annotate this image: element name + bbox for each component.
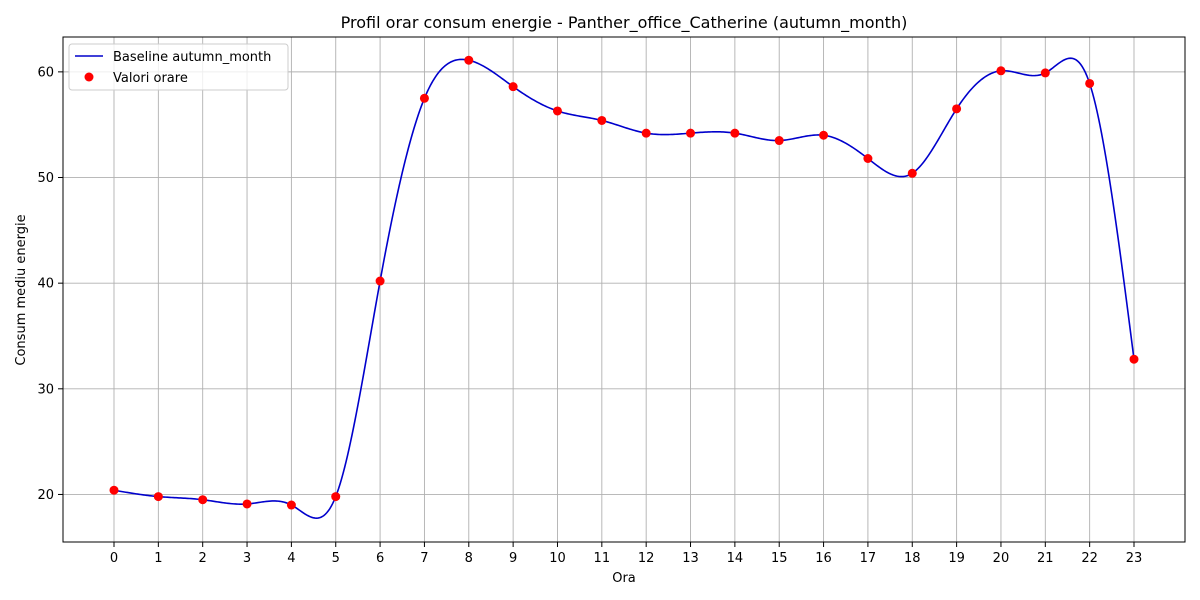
x-tick-label: 20 [993, 551, 1010, 566]
hourly-value-point [686, 128, 696, 138]
hourly-value-point [1040, 68, 1050, 78]
x-tick-label: 11 [594, 551, 611, 566]
y-tick-label: 40 [37, 277, 54, 292]
chart-title: Profil orar consum energie - Panther_off… [341, 13, 908, 33]
x-tick-label: 3 [243, 551, 251, 566]
hourly-value-point [641, 128, 651, 138]
x-tick-label: 6 [376, 551, 384, 566]
x-axis-label: Ora [612, 571, 636, 586]
x-tick-label: 23 [1126, 551, 1143, 566]
hourly-value-point [907, 168, 917, 178]
x-tick-label: 18 [904, 551, 921, 566]
hourly-value-point [242, 499, 252, 509]
x-tick-label: 0 [110, 551, 118, 566]
x-tick-label: 12 [638, 551, 655, 566]
x-tick-label: 15 [771, 551, 788, 566]
x-tick-label: 19 [948, 551, 965, 566]
x-tick-label: 16 [815, 551, 832, 566]
ticks: 0 1 2 3 4 5 6 7 8 9 10 11 12 13 14 15 16 17 18 19 20 21 22 2320… [37, 65, 1142, 566]
axes [62, 36, 1186, 543]
hourly-value-point [1129, 354, 1139, 364]
y-tick-label: 30 [37, 382, 54, 397]
x-tick-label: 4 [287, 551, 295, 566]
grid [63, 37, 1185, 542]
x-tick-label: 13 [682, 551, 699, 566]
legend-label-hourly: Valori orare [113, 71, 188, 86]
hourly-value-point [375, 276, 385, 286]
series [109, 55, 1139, 519]
hourly-value-point [464, 55, 474, 65]
hourly-value-point [952, 104, 962, 114]
x-tick-label: 17 [860, 551, 877, 566]
baseline-series-line [113, 57, 1135, 519]
hourly-value-point [508, 82, 518, 92]
hourly-value-point [331, 492, 341, 502]
plot-frame [62, 36, 1186, 543]
hourly-value-point [198, 495, 208, 505]
x-tick-label: 22 [1081, 551, 1098, 566]
y-tick-label: 50 [37, 171, 54, 186]
y-axis-label: Consum mediu energie [14, 214, 29, 365]
legend: Baseline autumn_month Valori orare [68, 43, 289, 91]
hourly-value-point [1085, 78, 1095, 88]
x-tick-label: 7 [420, 551, 428, 566]
hourly-value-point [730, 128, 740, 138]
hourly-value-point [153, 492, 163, 502]
x-tick-label: 8 [465, 551, 473, 566]
x-tick-label: 9 [509, 551, 517, 566]
hourly-value-point [819, 130, 829, 140]
x-tick-label: 2 [199, 551, 207, 566]
x-tick-label: 14 [727, 551, 744, 566]
x-tick-label: 1 [154, 551, 162, 566]
hourly-value-point [774, 136, 784, 146]
legend-box [68, 43, 289, 91]
hourly-value-point [286, 500, 296, 510]
x-tick-label: 5 [332, 551, 340, 566]
hourly-value-point [552, 106, 562, 116]
legend-marker-swatch [84, 72, 94, 82]
hourly-value-point [419, 93, 429, 103]
y-tick-label: 20 [37, 488, 54, 503]
legend-label-baseline: Baseline autumn_month [113, 50, 271, 65]
hourly-value-point [863, 153, 873, 163]
hourly-value-point [996, 66, 1006, 76]
y-tick-label: 60 [37, 65, 54, 80]
hourly-value-point [109, 485, 119, 495]
x-tick-label: 21 [1037, 551, 1054, 566]
hourly-value-point [597, 115, 607, 125]
x-tick-label: 10 [549, 551, 566, 566]
